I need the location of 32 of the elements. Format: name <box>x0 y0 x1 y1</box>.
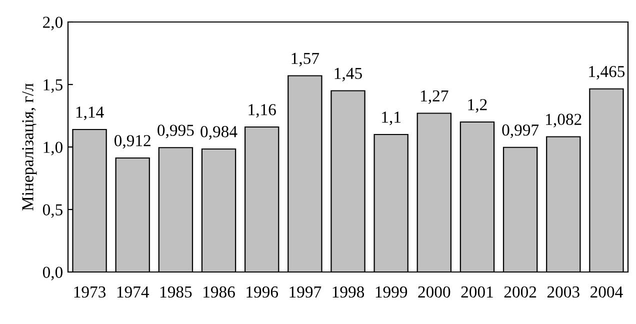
x-tick-label: 2004 <box>590 286 623 298</box>
data-label: 0,997 <box>502 124 539 138</box>
x-tick-label: 1996 <box>246 286 278 298</box>
x-tick-label: 1998 <box>332 286 364 298</box>
data-label: 1,2 <box>468 99 487 113</box>
data-label: 1,57 <box>292 52 320 66</box>
x-tick-label: 2003 <box>547 286 580 298</box>
x-tick-label: 2002 <box>504 286 536 298</box>
data-label: 1,082 <box>546 114 582 128</box>
y-tick-label: 1,0 <box>44 142 63 156</box>
y-tick-label: 2,0 <box>43 16 63 30</box>
y-tick-label: 0,5 <box>42 204 62 218</box>
data-label: 0,912 <box>114 135 150 149</box>
data-label: 1,465 <box>589 66 625 80</box>
x-tick-label: 1985 <box>160 286 192 298</box>
x-tick-label: 2000 <box>418 286 450 298</box>
data-label: 1,27 <box>421 90 448 104</box>
x-tick-label: 1973 <box>74 286 106 298</box>
data-label: 1,1 <box>382 112 400 126</box>
x-tick-label: 1997 <box>290 286 322 298</box>
y-tick-label: 1,5 <box>44 79 62 93</box>
data-label: 1,45 <box>334 68 362 82</box>
data-label: 0,984 <box>200 126 238 140</box>
data-label: 0,995 <box>158 124 194 138</box>
x-tick-label: 1999 <box>376 286 408 298</box>
data-label: 1,16 <box>248 104 276 118</box>
x-tick-label: 1986 <box>204 286 235 298</box>
data-label: 1,14 <box>76 106 104 120</box>
y-axis-title: Мінералізація, г/л <box>22 83 37 210</box>
y-tick-label: 0,0 <box>42 266 63 280</box>
x-tick-label: 2001 <box>461 286 493 298</box>
x-tick-label: 1974 <box>117 286 150 298</box>
